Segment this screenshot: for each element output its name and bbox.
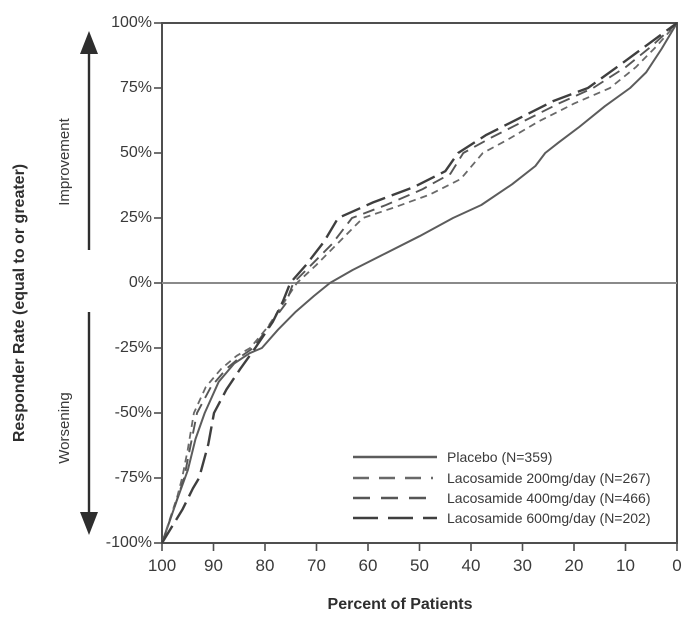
improvement-arrow-head: [80, 31, 98, 54]
x-tick-label: 100: [147, 556, 177, 575]
y-tick-label: -50%: [114, 404, 152, 421]
series-line-2: [161, 22, 678, 544]
legend-label: Placebo (N=359): [447, 449, 553, 465]
y-tick-label: -100%: [105, 534, 152, 551]
legend-item: Lacosamide 600mg/day (N=202): [352, 508, 651, 528]
x-tick-label: 70: [307, 556, 326, 575]
series-line-3: [160, 22, 678, 544]
legend-line-swatch: [353, 455, 437, 459]
y-tick-label: -25%: [114, 339, 152, 356]
x-tick-label: 20: [564, 556, 584, 575]
x-tick-label: 90: [204, 556, 223, 575]
series-line-1: [161, 22, 678, 544]
legend-label: Lacosamide 200mg/day (N=267): [447, 470, 651, 486]
x-tick-label: 30: [513, 556, 532, 575]
y-tick-label: 50%: [119, 144, 152, 161]
x-tick-label: 10: [616, 556, 635, 575]
legend-item: Lacosamide 400mg/day (N=466): [352, 488, 651, 508]
y-tick-label: 25%: [119, 209, 152, 226]
legend-item: Placebo (N=359): [352, 447, 552, 467]
legend-label: Lacosamide 600mg/day (N=202): [447, 510, 651, 526]
x-tick-label: 50: [410, 556, 429, 575]
worsening-arrow-head: [80, 512, 98, 535]
legend-line-swatch: [353, 516, 437, 520]
x-tick-label: 0: [672, 556, 682, 575]
series-line-0: [161, 22, 678, 544]
y-axis-title: Responder Rate (equal to or greater): [11, 163, 28, 443]
y-tick-label: 0%: [128, 274, 152, 291]
y-tick-label: -75%: [114, 469, 152, 486]
legend-line-swatch: [353, 496, 437, 500]
improvement-label: Improvement: [56, 118, 73, 206]
worsening-label: Worsening: [56, 392, 73, 464]
x-axis-title: Percent of Patients: [327, 596, 473, 613]
legend-item: Lacosamide 200mg/day (N=267): [352, 468, 651, 488]
legend-label: Lacosamide 400mg/day (N=466): [447, 490, 651, 506]
x-tick-label: 60: [358, 556, 378, 575]
legend-line-swatch: [353, 476, 437, 480]
y-tick-label: 100%: [111, 14, 152, 31]
x-tick-label: 40: [461, 556, 481, 575]
y-tick-label: 75%: [119, 79, 152, 96]
x-tick-label: 80: [255, 556, 275, 575]
